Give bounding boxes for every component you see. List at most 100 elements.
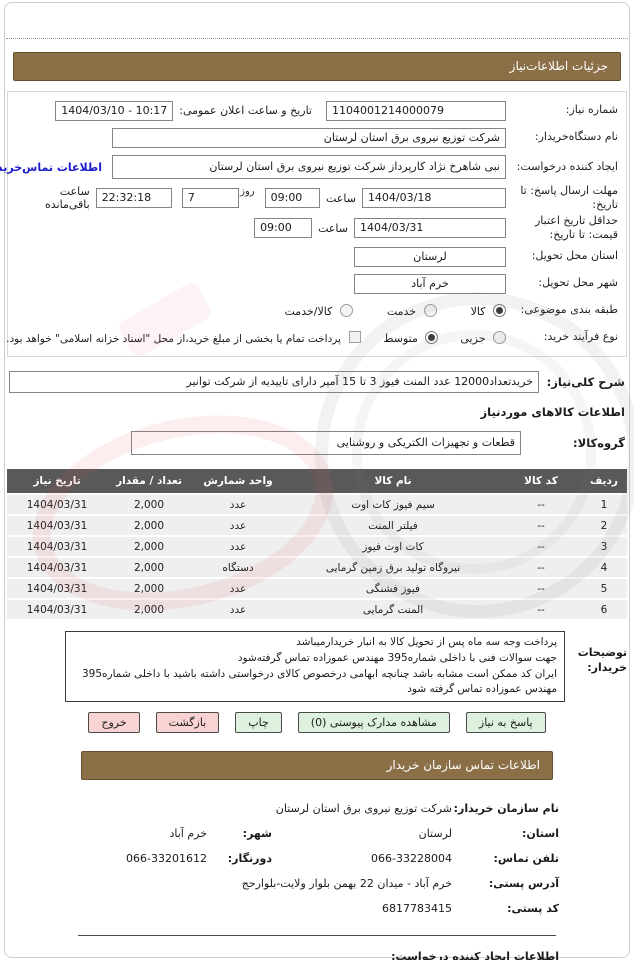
row-goods-group: گروه‌کالا: قطعات و تجهیزات الکتریکی و رو… <box>9 431 625 455</box>
option-service: خدمت <box>386 303 437 318</box>
need-number-label: شماره نیاز: <box>565 103 618 117</box>
table-cell: عدد <box>191 579 285 598</box>
row-need-description: شرح کلی‌نیاز: خریدتعداد12000 عدد المنت ف… <box>9 367 625 397</box>
goods-group-label: گروه‌کالا: <box>573 436 625 450</box>
option-minor: جزیی <box>460 330 506 345</box>
remarks-line: جهت سوالات فنی با داخلی شماره395 مهندس ع… <box>237 651 557 664</box>
table-cell: 1404/03/31 <box>7 600 107 619</box>
postal-address-value: خرم آباد - میدان 22 بهمن بلوار ولایت-بلو… <box>241 877 452 890</box>
announce-datetime-label: تاریخ و ساعت اعلان عمومی: <box>179 104 312 117</box>
header-quantity: تعداد / مقدار <box>107 469 191 493</box>
row-postal-code: کد پستی: 6817783415 <box>75 896 559 921</box>
reply-deadline-time-field[interactable]: 09:00 <box>264 188 320 208</box>
row-request-creator: ایجاد کننده درخواست: نبی شاهرخ نژاد کارپ… <box>0 151 618 183</box>
table-cell: 2,000 <box>107 600 191 619</box>
row-province-city: استان: لرستان شهر: خرم آباد <box>75 821 559 846</box>
price-validity-time-field[interactable]: 09:00 <box>254 218 313 238</box>
reply-to-need-button[interactable]: پاسخ به نیاز <box>465 712 546 733</box>
row-buyer-remarks: توضیحات خریدار: پرداخت وجه سه ماه پس از … <box>7 631 627 702</box>
section-header-need-details: جزئیات اطلاعات‌نیاز <box>13 52 621 81</box>
request-creator-label: ایجاد کننده درخواست: <box>516 159 618 173</box>
remaining-hours-label: ساعت باقی‌مانده <box>45 185 90 211</box>
reply-deadline-date-field[interactable]: 1404/03/18 <box>361 188 506 208</box>
phone-label: تلفن تماس: <box>493 852 559 865</box>
option-medium: متوسط <box>383 330 439 345</box>
table-cell: کات اوت فیوز <box>285 537 501 556</box>
radio-medium-label: متوسط <box>383 331 418 345</box>
purchase-process-label: نوع فرآیند خرید: <box>543 330 618 344</box>
table-cell: -- <box>501 495 581 514</box>
section-header-buyer-contact: اطلاعات تماس سازمان خریدار <box>81 751 553 780</box>
row-delivery-city: شهر محل تحویل: خرم آباد <box>16 270 618 297</box>
option-goods: کالا <box>470 303 506 318</box>
org-name-label: نام سازمان خریدار: <box>453 802 559 815</box>
postal-code-value: 6817783415 <box>382 902 452 915</box>
need-number-field[interactable]: 1104001214000079 <box>326 100 506 121</box>
row-phone-fax: تلفن تماس: 066-33228004 دورنگار: 066-332… <box>75 846 559 871</box>
table-cell: 5 <box>581 579 627 598</box>
treasury-note: پرداخت تمام یا بخشی از مبلغ خرید،از محل … <box>6 332 341 345</box>
table-cell: سیم فیوز کات اوت <box>285 495 501 514</box>
table-row: 1 -- سیم فیوز کات اوت عدد 2,000 1404/03/31 <box>7 495 627 514</box>
delivery-province-field[interactable]: لرستان <box>354 246 506 267</box>
row-price-validity: حداقل تاریخ اعتبار قیمت: تا تاریخ: 1404/… <box>16 213 618 243</box>
top-dotted-divider <box>6 38 628 39</box>
table-row: 4 -- نیروگاه تولید برق زمین گرمایی دستگاه 2,… <box>7 558 627 577</box>
radio-goods-service[interactable] <box>339 303 353 317</box>
table-cell: 4 <box>581 558 627 577</box>
buyer-remarks-label-line2: خریدار: <box>587 661 627 675</box>
org-name-value: شرکت توزیع نیروی برق استان لرستان <box>275 802 452 815</box>
delivery-city-field[interactable]: خرم آباد <box>354 273 506 294</box>
items-table: ردیف کد کالا نام کالا واحد شمارش تعداد /… <box>7 467 627 621</box>
request-creator-field[interactable]: نبی شاهرخ نژاد کارپرداز شرکت توزیع نیروی… <box>112 155 506 179</box>
remaining-time-field[interactable]: 22:32:18 <box>95 188 172 208</box>
view-attachments-button[interactable]: مشاهده مدارک پیوستی (0) <box>297 712 450 733</box>
radio-goods-label: کالا <box>470 304 486 318</box>
price-validity-date-field[interactable]: 1404/03/31 <box>354 218 506 238</box>
remaining-days-field[interactable]: 7 <box>181 188 240 208</box>
items-table-body: 1 -- سیم فیوز کات اوت عدد 2,000 1404/03/31 2 --… <box>7 495 627 619</box>
radio-service-label: خدمت <box>386 304 417 318</box>
table-cell: -- <box>501 516 581 535</box>
exit-button[interactable]: خروج <box>88 712 140 733</box>
table-cell: 1404/03/31 <box>7 537 107 556</box>
table-cell: 2 <box>581 516 627 535</box>
table-row: 2 -- فیلتر المنت عدد 2,000 1404/03/31 <box>7 516 627 535</box>
province-value: لرستان <box>418 827 452 840</box>
radio-medium[interactable] <box>425 330 439 344</box>
header-item-name: نام کالا <box>285 469 501 493</box>
row-delivery-province: استان محل تحویل: لرستان <box>16 243 618 270</box>
radio-goods[interactable] <box>493 303 506 317</box>
remarks-line: ایران کد ممکن است مشابه باشد چنانچه ابها… <box>81 667 557 696</box>
fax-label: دورنگار: <box>227 852 272 865</box>
row-need-number: شماره نیاز: 1104001214000079 تاریخ و ساع… <box>16 97 618 124</box>
hour-label: ساعت <box>326 191 356 205</box>
radio-minor[interactable] <box>493 330 506 344</box>
table-cell: 1404/03/31 <box>7 579 107 598</box>
buyer-remarks-label: توضیحات خریدار: <box>565 631 627 676</box>
announce-datetime-field[interactable]: 1404/03/10 - 10:17 <box>55 100 174 121</box>
creator-section-heading: اطلاعات ایجاد کننده درخواست: <box>391 950 559 960</box>
row-subject-category: طبقه بندی موضوعی: کالا خدمت کالا/خدمت <box>16 297 619 324</box>
header-item-code: کد کالا <box>501 469 581 493</box>
need-description-field[interactable]: خریدتعداد12000 عدد المنت فیوز 3 تا 15 آم… <box>9 371 539 393</box>
buyer-org-label: نام دستگاه‌خریدار: <box>534 130 618 144</box>
treasury-checkbox[interactable] <box>349 330 362 343</box>
row-buyer-org: نام دستگاه‌خریدار: شرکت توزیع نیروی برق … <box>16 124 618 151</box>
row-purchase-process: نوع فرآیند خرید: جزیی متوسط پرداخت تمام … <box>6 324 618 351</box>
table-cell: 6 <box>581 600 627 619</box>
table-cell: فیلتر المنت <box>285 516 501 535</box>
table-cell: دستگاه <box>191 558 285 577</box>
back-button[interactable]: بازگشت <box>155 712 220 733</box>
buyer-org-field[interactable]: شرکت توزیع نیروی برق استان لرستان <box>112 127 506 148</box>
radio-service[interactable] <box>423 303 437 317</box>
table-cell: 2,000 <box>107 516 191 535</box>
items-table-header: ردیف کد کالا نام کالا واحد شمارش تعداد /… <box>7 469 627 493</box>
buyer-remarks-field[interactable]: پرداخت وجه سه ماه پس از تحویل کالا به ان… <box>65 631 565 702</box>
buyer-contact-link[interactable]: اطلاعات تماس‌خریدار <box>0 160 102 174</box>
remarks-line: پرداخت وجه سه ماه پس از تحویل کالا به ان… <box>296 636 557 648</box>
table-cell: -- <box>501 579 581 598</box>
print-button[interactable]: چاپ <box>235 712 282 733</box>
section-divider <box>78 935 556 936</box>
goods-group-field[interactable]: قطعات و تجهیزات الکتریکی و روشنایی <box>131 431 521 455</box>
